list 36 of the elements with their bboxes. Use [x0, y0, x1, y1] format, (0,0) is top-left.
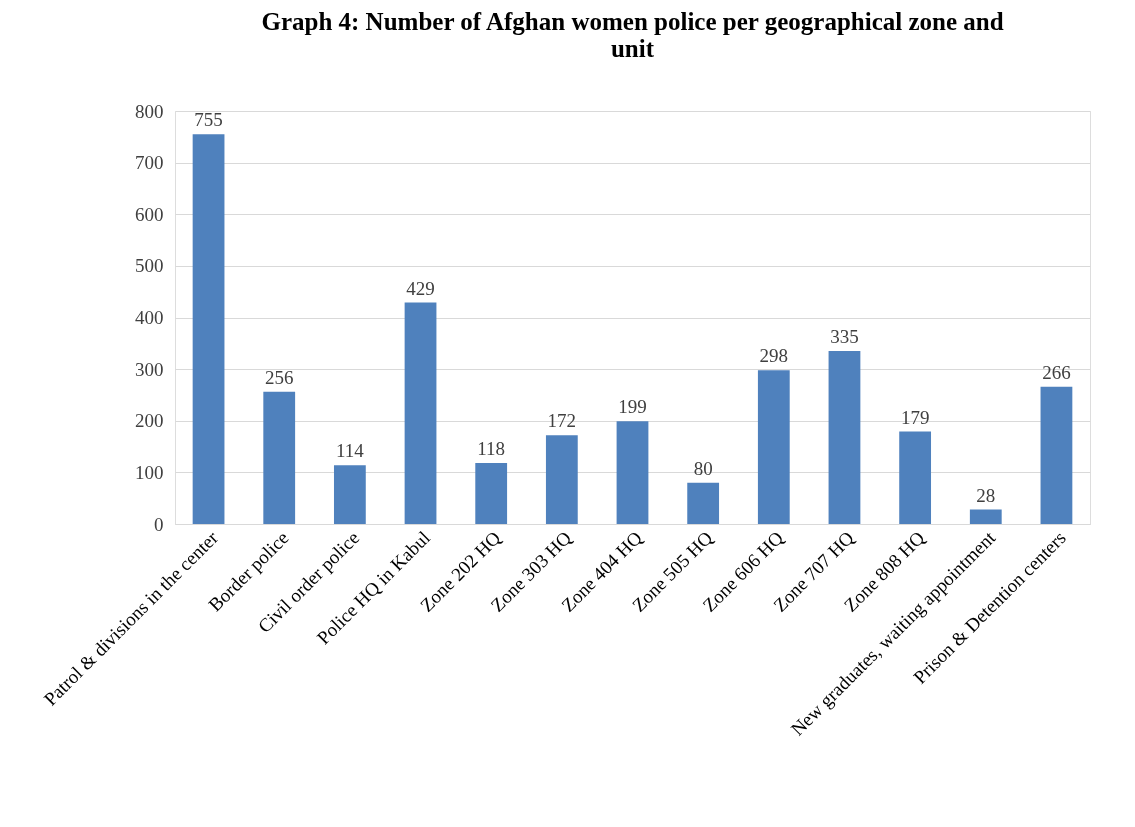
bar [969, 509, 1002, 524]
bar [545, 435, 578, 524]
bar [1040, 386, 1073, 524]
y-tick-label: 800 [135, 100, 164, 122]
bar [757, 370, 790, 524]
data-label: 179 [900, 406, 930, 428]
data-label: 256 [264, 366, 294, 388]
y-tick-label: 300 [135, 358, 164, 380]
data-label: 298 [759, 345, 789, 367]
bar [404, 302, 437, 524]
data-label: 429 [406, 277, 435, 299]
data-label: 335 [830, 326, 859, 348]
bar [828, 351, 861, 524]
data-label: 755 [194, 109, 223, 131]
bar [616, 421, 649, 524]
chart-title: Graph 4: Number of Afghan women police per geographical zone and unit [261, 8, 1004, 62]
y-tick-label: 100 [135, 461, 164, 483]
bar [192, 134, 225, 524]
data-label: 80 [693, 457, 713, 479]
data-label: 118 [477, 438, 506, 460]
data-label: 172 [547, 410, 577, 432]
y-tick-label: 0 [154, 513, 164, 535]
data-label: 199 [618, 396, 647, 418]
bar [687, 482, 720, 524]
bar [263, 391, 296, 524]
y-tick-label: 700 [135, 152, 164, 174]
y-tick-label: 500 [135, 255, 164, 277]
y-tick-label: 400 [135, 307, 164, 328]
y-tick-label: 600 [135, 203, 164, 225]
data-label: 266 [1042, 361, 1071, 383]
bar [333, 465, 366, 524]
bar [899, 431, 932, 524]
y-tick-label: 200 [135, 410, 164, 432]
bar [475, 463, 508, 524]
data-label: 114 [335, 440, 365, 462]
data-label: 28 [976, 484, 996, 506]
